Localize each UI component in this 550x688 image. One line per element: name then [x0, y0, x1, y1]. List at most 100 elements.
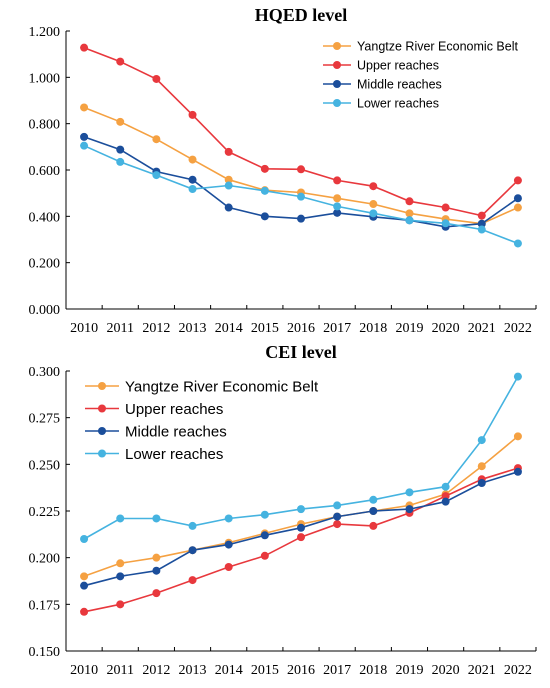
data-point: [224, 540, 233, 549]
x-tick-label: 2018: [359, 321, 387, 336]
data-point: [477, 462, 486, 471]
data-point: [369, 495, 378, 504]
data-point: [260, 212, 269, 221]
y-tick-label: 0.150: [29, 645, 61, 660]
x-tick-label: 2015: [251, 321, 279, 336]
legend-entry-label: Yangtze River Economic Belt: [125, 378, 319, 395]
x-tick-label: 2013: [179, 663, 207, 678]
data-point: [405, 505, 414, 514]
series-yangtze-river-economic-belt: [80, 103, 522, 228]
legend-entry-label: Yangtze River Economic Belt: [357, 39, 518, 53]
data-point: [333, 208, 342, 217]
legend-entry-label: Middle reaches: [125, 423, 227, 440]
legend-entry-label: Middle reaches: [357, 77, 442, 91]
data-point: [333, 202, 342, 211]
series-line: [83, 136, 519, 228]
legend-entry-label: Upper reaches: [125, 401, 223, 418]
data-point: [80, 103, 89, 112]
y-tick-label: 1.200: [29, 25, 61, 40]
data-point: [369, 209, 378, 218]
data-point: [477, 225, 486, 234]
data-point: [477, 436, 486, 445]
data-point: [297, 214, 305, 223]
data-point: [80, 43, 89, 52]
x-tick-label: 2021: [468, 663, 496, 678]
data-point: [152, 74, 161, 83]
data-point: [152, 171, 161, 180]
data-point: [369, 507, 378, 515]
legend-entry-label: Upper reaches: [357, 58, 439, 72]
data-point: [152, 135, 161, 144]
data-point: [188, 184, 197, 193]
data-point: [441, 219, 450, 228]
data-point: [80, 572, 89, 581]
x-tick-label: 2016: [287, 663, 315, 678]
data-point: [477, 479, 486, 487]
data-point: [116, 117, 125, 126]
x-tick-label: 2016: [287, 321, 315, 336]
data-point: [297, 165, 305, 174]
data-point: [405, 209, 414, 218]
y-tick-label: 0.275: [29, 412, 61, 427]
series-lower-reaches: [80, 141, 522, 248]
data-point: [152, 514, 161, 523]
data-point: [116, 572, 125, 581]
data-point: [116, 559, 125, 568]
data-point: [116, 514, 125, 523]
data-point: [260, 531, 269, 540]
data-point: [333, 194, 342, 203]
data-point: [405, 197, 414, 206]
y-tick-label: 0.400: [29, 210, 61, 225]
series-upper-reaches: [80, 43, 522, 220]
data-point: [441, 203, 450, 212]
legend-entry-label: Lower reaches: [125, 446, 223, 463]
x-tick-label: 2019: [395, 321, 423, 336]
data-point: [152, 566, 161, 575]
chart-title: HQED level: [255, 5, 348, 25]
data-point: [513, 432, 522, 441]
data-point: [297, 533, 305, 542]
legend: Yangtze River Economic Belt Upper reaches…: [85, 378, 319, 463]
data-point: [513, 239, 522, 248]
data-point: [152, 553, 161, 562]
data-point: [80, 607, 89, 616]
legend-swatch-marker: [333, 80, 341, 88]
y-tick-label: 0.800: [29, 118, 61, 133]
y-tick-label: 0.175: [29, 598, 61, 613]
data-point: [333, 501, 342, 510]
chart-panel-2: CEI level 0.150 0.175 0.200 0.225 0.250 0.275 0…: [29, 342, 537, 678]
series-lower-reaches: [80, 372, 522, 543]
x-tick-label: 2010: [70, 663, 98, 678]
data-point: [369, 200, 378, 209]
x-tick-label: 2020: [432, 321, 460, 336]
legend-swatch-marker: [333, 42, 341, 50]
data-point: [224, 181, 233, 190]
data-point: [405, 488, 414, 497]
x-tick-label: 2021: [468, 321, 496, 336]
chart-title: CEI level: [265, 342, 337, 362]
x-tick-label: 2011: [106, 321, 133, 336]
data-point: [513, 372, 522, 381]
chart-panel-1: HQED level 0.000 0.200 0.400 0.600 0.800 1.000…: [29, 5, 537, 336]
data-point: [116, 157, 125, 166]
data-point: [80, 581, 89, 590]
x-tick-label: 2019: [395, 663, 423, 678]
data-point: [116, 600, 125, 609]
data-point: [260, 164, 269, 173]
data-point: [405, 216, 414, 225]
legend-swatch-marker: [98, 449, 106, 458]
data-point: [80, 535, 89, 543]
data-point: [333, 512, 342, 521]
data-point: [260, 510, 269, 519]
y-tick-label: 0.200: [29, 552, 61, 567]
x-tick-label: 2017: [323, 663, 351, 678]
data-point: [188, 110, 197, 119]
x-tick-label: 2014: [215, 663, 243, 678]
data-point: [333, 176, 342, 185]
data-point: [477, 219, 486, 228]
data-point: [477, 211, 486, 220]
legend-entry-label: Lower reaches: [357, 96, 439, 110]
data-point: [224, 563, 233, 571]
legend-swatch-marker: [98, 404, 106, 413]
